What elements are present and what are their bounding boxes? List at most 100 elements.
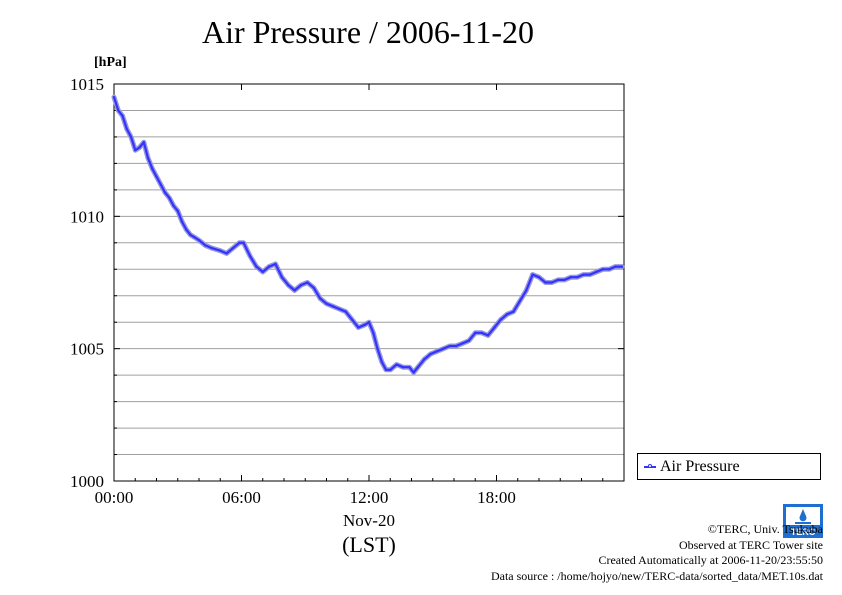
data-point [493, 326, 496, 329]
data-point [512, 310, 515, 313]
data-point [518, 299, 522, 303]
data-point [225, 252, 228, 255]
credit-source: Data source : /home/hojyo/new/TERC-data/… [490, 568, 823, 583]
data-point [384, 368, 388, 372]
data-point [544, 281, 547, 284]
data-point [357, 326, 360, 329]
data-point [454, 344, 458, 348]
data-point [607, 268, 611, 271]
x-tick-label: 06:00 [222, 488, 261, 507]
data-point [138, 146, 141, 149]
data-point [231, 246, 235, 250]
data-point [499, 318, 502, 321]
data-point [242, 241, 245, 244]
data-point [408, 365, 411, 369]
data-point [474, 331, 477, 334]
data-point [389, 368, 392, 372]
data-point [176, 209, 179, 213]
data-point [306, 281, 309, 284]
data-point [363, 323, 366, 327]
data-point [395, 363, 398, 366]
data-point [380, 360, 383, 364]
y-tick-label: 1000 [70, 472, 104, 491]
data-point [151, 167, 154, 170]
data-point [121, 114, 124, 117]
terc-logo: TERC [783, 504, 823, 538]
data-point [525, 289, 528, 292]
data-point [412, 371, 415, 374]
legend-label: Air Pressure [660, 457, 740, 475]
data-point [531, 273, 534, 276]
data-point [576, 276, 579, 279]
data-point [550, 281, 553, 284]
y-tick-label: 1005 [70, 340, 104, 359]
data-point [582, 273, 585, 276]
data-point [423, 358, 426, 361]
data-point [248, 254, 252, 258]
data-point [467, 339, 471, 342]
data-point [146, 156, 150, 160]
data-point [293, 289, 296, 292]
data-point [238, 241, 241, 244]
data-point [142, 141, 145, 144]
data-point [112, 96, 116, 99]
chart-legend: Air Pressure [637, 453, 821, 480]
data-point [117, 109, 120, 112]
data-point [344, 310, 347, 313]
data-point [331, 305, 335, 308]
data-point [193, 236, 196, 239]
y-axis-unit-label: [hPa] [94, 55, 127, 70]
data-point [505, 313, 509, 316]
data-point [376, 347, 379, 350]
data-point [189, 233, 192, 237]
data-point [125, 127, 128, 131]
data-point [299, 283, 303, 287]
data-point [318, 297, 322, 300]
data-point [172, 204, 175, 207]
data-point [168, 196, 171, 200]
data-point [204, 244, 207, 247]
data-point [537, 276, 541, 279]
data-point [367, 321, 371, 324]
data-point [448, 344, 451, 348]
data-point [255, 265, 258, 268]
credits-block: ©TERC, Univ. Tsukuba Observed at TERC To… [491, 522, 823, 584]
data-point [350, 318, 354, 321]
data-point [372, 331, 375, 334]
data-point [267, 265, 271, 268]
y-tick-label: 1010 [70, 207, 104, 226]
x-axis-label: Nov-20 [343, 511, 395, 530]
data-point [435, 350, 439, 353]
data-point [287, 283, 290, 287]
data-point [219, 249, 222, 252]
data-point [338, 307, 341, 311]
data-point [155, 175, 158, 178]
data-point [556, 278, 560, 282]
chart-title: Air Pressure / 2006-11-20 [201, 14, 535, 50]
data-point [588, 273, 592, 276]
data-point [401, 365, 405, 369]
y-tick-label: 1015 [70, 75, 104, 94]
data-point [595, 270, 598, 274]
data-point [180, 220, 184, 223]
data-point [197, 238, 201, 242]
data-point [429, 352, 432, 356]
x-tick-label: 18:00 [477, 488, 516, 507]
x-tick-label: 12:00 [350, 488, 389, 507]
data-point [185, 228, 188, 231]
data-point [261, 270, 264, 274]
data-point [274, 262, 277, 266]
data-point [563, 278, 566, 282]
credit-copyright: ©TERC, Univ. Tsukuba [707, 522, 823, 536]
data-point [312, 286, 315, 289]
data-point [620, 265, 624, 268]
credit-site: Observed at TERC Tower site [678, 537, 823, 552]
logo-text: TERC [791, 527, 816, 537]
data-point [614, 265, 617, 268]
data-point [486, 334, 490, 337]
x-tick-label: 00:00 [95, 488, 134, 507]
data-point [134, 148, 137, 152]
data-point [280, 276, 284, 279]
credit-created: Created Automatically at 2006-11-20/23:5… [598, 553, 823, 567]
